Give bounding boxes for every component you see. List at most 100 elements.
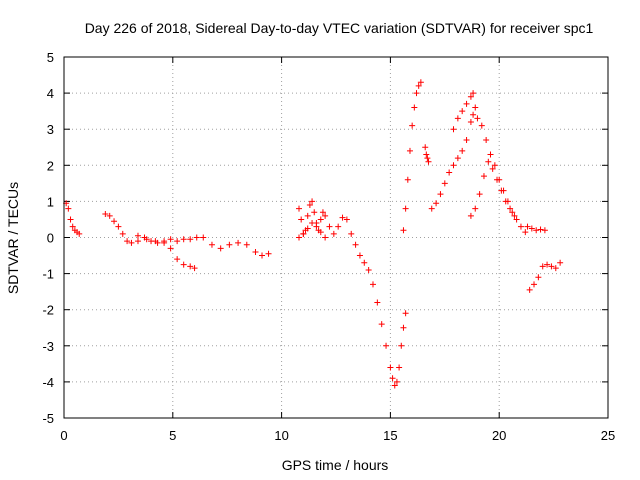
data-point <box>541 227 548 234</box>
data-point <box>128 239 135 246</box>
data-point <box>483 137 490 144</box>
data-point <box>402 310 409 317</box>
data-point <box>309 198 316 205</box>
series-seg2 <box>102 211 272 259</box>
data-point <box>217 245 224 252</box>
data-point <box>517 223 524 230</box>
data-point <box>513 216 520 223</box>
data-point <box>472 104 479 111</box>
data-point <box>537 226 544 233</box>
data-point <box>115 223 122 230</box>
data-point <box>226 241 233 248</box>
data-point <box>459 147 466 154</box>
data-point <box>180 261 187 268</box>
data-point <box>69 223 76 230</box>
data-point <box>454 115 461 122</box>
data-point <box>361 259 368 266</box>
data-point <box>330 230 337 237</box>
data-point <box>557 259 564 266</box>
data-point <box>507 205 514 212</box>
data-point <box>152 238 159 245</box>
series-seg1 <box>63 200 83 237</box>
x-tick-label: 20 <box>492 428 506 443</box>
series-seg7 <box>422 144 432 165</box>
data-point <box>300 230 307 237</box>
data-point <box>387 364 394 371</box>
data-point <box>65 205 72 212</box>
y-tick-label: 4 <box>47 86 54 101</box>
data-point <box>352 241 359 248</box>
y-tick-label: -2 <box>42 303 54 318</box>
data-point <box>161 239 168 246</box>
data-point <box>335 223 342 230</box>
grid <box>64 57 608 418</box>
data-point <box>383 342 390 349</box>
x-axis-label: GPS time / hours <box>282 457 389 473</box>
data-point <box>417 79 424 86</box>
data-point <box>304 225 311 232</box>
data-point <box>317 229 324 236</box>
plot-frame <box>63 56 609 419</box>
data-point <box>356 252 363 259</box>
data-point <box>208 241 215 248</box>
data-point <box>252 248 259 255</box>
data-point <box>343 216 350 223</box>
data-point <box>167 236 174 243</box>
y-tick-label: 1 <box>47 194 54 209</box>
data-point <box>411 104 418 111</box>
data-point <box>304 212 311 219</box>
data-point <box>487 151 494 158</box>
data-point <box>459 108 466 115</box>
series-seg11 <box>524 223 548 234</box>
y-tick-label: 5 <box>47 50 54 65</box>
series-seg4 <box>296 198 409 389</box>
data-point <box>296 205 303 212</box>
data-point <box>522 229 529 236</box>
data-point <box>400 227 407 234</box>
data-point <box>124 238 131 245</box>
data-point <box>539 263 546 270</box>
data-point <box>402 205 409 212</box>
data-point <box>187 263 194 270</box>
data-point <box>533 227 540 234</box>
series-seg10 <box>467 158 518 219</box>
data-point <box>369 281 376 288</box>
data-point <box>374 299 381 306</box>
data-point <box>76 230 83 237</box>
data-point <box>111 218 118 225</box>
y-tick-label: -1 <box>42 267 54 282</box>
data-point <box>491 162 498 169</box>
data-point <box>143 236 150 243</box>
data-point <box>531 281 538 288</box>
data-point <box>180 236 187 243</box>
data-point <box>485 158 492 165</box>
data-point <box>235 239 242 246</box>
data-point <box>326 223 333 230</box>
data-point <box>446 169 453 176</box>
series-seg6 <box>400 79 424 234</box>
data-point <box>474 115 481 122</box>
data-point <box>535 274 542 281</box>
x-tick-label: 25 <box>601 428 615 443</box>
data-point <box>494 176 501 183</box>
series-seg9 <box>450 90 529 236</box>
data-point <box>428 205 435 212</box>
data-point <box>498 187 505 194</box>
data-point <box>319 209 326 216</box>
series-seg5 <box>296 220 329 241</box>
data-point <box>425 158 432 165</box>
data-point <box>67 216 74 223</box>
y-tick-label: -5 <box>42 411 54 426</box>
data-point <box>389 375 396 382</box>
y-axis-label: SDTVAR / TECUs <box>5 182 21 294</box>
data-point <box>265 250 272 257</box>
data-point <box>378 321 385 328</box>
data-point <box>423 151 430 158</box>
data-point <box>472 205 479 212</box>
data-point <box>433 200 440 207</box>
data-point <box>548 263 555 270</box>
series-seg3 <box>134 232 198 272</box>
data-point <box>463 100 470 107</box>
data-point <box>311 209 318 216</box>
data-point <box>415 82 422 89</box>
